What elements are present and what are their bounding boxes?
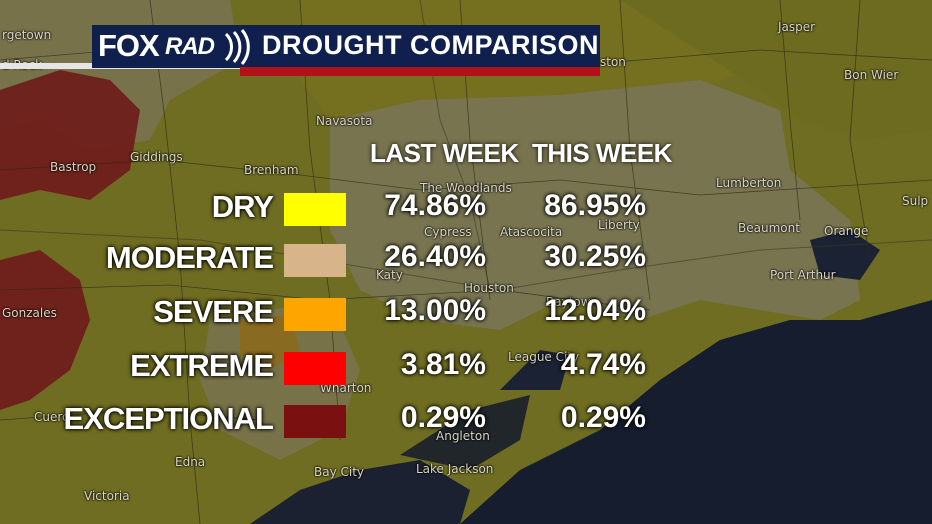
row-label: EXTREME [130,348,274,383]
city-label: Gonzales [2,306,57,320]
this-week-value: 4.74% [560,348,646,381]
city-label: Edna [175,455,206,469]
city-label: Port Arthur [770,268,836,282]
column-header-this-week: THIS WEEK [532,138,672,168]
drought-row-moderate: MODERATE 26.40% 30.25% [0,240,932,280]
drought-row-severe: SEVERE 13.00% 12.04% [0,294,932,334]
this-week-value: 86.95% [544,189,646,222]
banner-accent [240,67,600,76]
last-week-value: 26.40% [384,240,486,273]
this-week-value: 12.04% [544,294,646,327]
drought-row-dry: DRY 74.86% 86.95% [0,189,932,229]
city-label: Orange [824,224,869,238]
city-label: Lake Jackson [416,462,494,476]
this-week-value: 30.25% [544,240,646,273]
city-label: Atascocita [500,225,563,239]
last-week-value: 13.00% [384,294,486,327]
city-label: Baytown [546,295,599,309]
city-label: Bastrop [50,160,97,174]
color-swatch [284,405,346,438]
city-label: Katy [376,268,403,282]
city-label: Bay City [314,465,365,479]
last-week-value: 0.29% [400,401,486,434]
city-label: Lumberton [716,176,782,190]
city-label: Victoria [84,489,130,503]
banner-title: DROUGHT COMPARISON [262,30,599,60]
fox-logo: FOX [98,28,160,63]
city-label: rgetown [2,28,52,42]
column-header-last-week: LAST WEEK [370,138,519,168]
city-label: League City [508,350,580,364]
last-week-value: 74.86% [384,189,486,222]
city-label: Bon Wier [844,68,899,82]
color-swatch [284,193,346,226]
this-week-value: 0.29% [560,401,646,434]
row-label: DRY [211,189,274,224]
city-label: Navasota [316,114,373,128]
city-label: Giddings [130,150,183,164]
last-week-value: 3.81% [400,348,486,381]
color-swatch [284,298,346,331]
rad-logo: RAD [165,33,215,60]
radar-waves-icon [224,29,250,65]
row-label: EXCEPTIONAL [63,401,274,436]
city-label: Angleton [436,429,490,443]
city-label: Sulp [902,194,929,208]
row-label: SEVERE [153,294,274,329]
drought-row-extreme: EXTREME 3.81% 4.74% [0,348,932,388]
title-banner [92,25,600,68]
drought-row-exceptional: EXCEPTIONAL 0.29% 0.29% [0,401,932,441]
row-label: MODERATE [105,240,274,275]
city-label: Brenham [244,163,299,177]
city-label: Liberty [598,218,640,232]
city-label: Cypress [424,225,472,239]
color-swatch [284,352,346,385]
city-label: Cuero [34,410,70,424]
color-swatch [284,244,346,277]
city-label: Jasper [778,20,816,34]
city-label: The Woodlands [420,181,512,195]
city-label: Beaumont [738,221,800,235]
city-label: Houston [464,281,514,295]
city-label: ston [600,55,626,69]
